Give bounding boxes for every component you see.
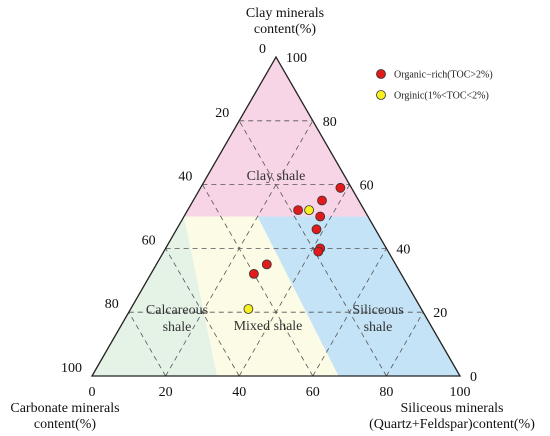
tick-right-20: 20 — [433, 306, 447, 321]
region-label-calcareous-0: Calcareous — [146, 303, 208, 318]
region-label-calcareous-1: shale — [163, 320, 192, 335]
data-point-series0-7 — [261, 259, 272, 270]
axis-title-left-0: Carbonate minerals — [10, 401, 119, 416]
grid-layer — [128, 120, 424, 377]
data-point-series0-6 — [313, 246, 324, 257]
legend-label-1: Orginic(1%<TOC<2%) — [394, 91, 489, 102]
grid-line-carbonate-40 — [202, 184, 314, 377]
region-label-mixed-0: Mixed shale — [234, 319, 303, 334]
legend-marker-1 — [376, 90, 386, 100]
axis-title-left-1: content(%) — [34, 417, 97, 432]
tick-bottom-100: 100 — [450, 385, 471, 400]
grid-line-siliceous-80 — [386, 312, 424, 377]
region-clay — [184, 57, 368, 217]
data-point-series0-1 — [317, 195, 327, 206]
tick-bottom-20: 20 — [159, 385, 173, 400]
region-mixed — [184, 216, 339, 376]
data-point-series0-3 — [293, 205, 304, 216]
tick-left-100: 100 — [61, 361, 82, 376]
axis-title-top-1: content(%) — [254, 22, 317, 37]
points-layer — [243, 182, 346, 314]
data-point-series1-1 — [243, 304, 254, 314]
tick-right-60: 60 — [360, 179, 374, 194]
axis-title-right-1: (Quartz+Feldspar)content(%) — [369, 417, 535, 432]
region-calcareous — [92, 216, 218, 376]
axis-title-top-0: Clay minerals — [246, 6, 324, 21]
tick-bottom-0: 0 — [89, 385, 96, 400]
triangle-outline — [90, 55, 462, 377]
legend-label-0: Organic−rich(TOC>2%) — [394, 70, 493, 81]
axis-title-right-0: Siliceous minerals — [400, 401, 503, 416]
grid-line-siliceous-40 — [238, 184, 350, 377]
data-point-series0-0 — [335, 182, 346, 193]
grid-line-carbonate-80 — [128, 312, 166, 377]
tick-left-40: 40 — [178, 170, 192, 185]
tick-right-0: 0 — [470, 370, 477, 385]
data-point-series1-0 — [304, 205, 315, 216]
region-labels-layer: Clay shale Calcareous shale Mixed shale Sili… — [146, 169, 404, 335]
region-label-siliceous-1: shale — [364, 320, 393, 335]
region-label-siliceous-0: Siliceous — [352, 303, 403, 318]
tick-left-0: 0 — [259, 42, 266, 57]
tick-right-100: 100 — [286, 51, 307, 66]
region-label-clay-0: Clay shale — [247, 169, 306, 184]
tick-left-60: 60 — [142, 233, 156, 248]
legend-layer: Organic−rich(TOC>2%) Orginic(1%<TOC<2%) — [376, 69, 493, 102]
tick-bottom-40: 40 — [232, 385, 246, 400]
grid-line-siliceous-60 — [312, 248, 387, 377]
tick-left-20: 20 — [215, 106, 229, 121]
tick-bottom-60: 60 — [306, 385, 320, 400]
grid-line-carbonate-60 — [165, 248, 240, 377]
tick-bottom-80: 80 — [379, 385, 393, 400]
data-point-series0-4 — [311, 224, 322, 235]
data-point-series0-8 — [248, 268, 259, 279]
legend-marker-0 — [376, 69, 386, 79]
data-point-series0-2 — [315, 211, 326, 222]
tick-right-80: 80 — [323, 115, 337, 130]
tick-right-40: 40 — [396, 242, 410, 257]
tick-left-80: 80 — [105, 297, 119, 312]
